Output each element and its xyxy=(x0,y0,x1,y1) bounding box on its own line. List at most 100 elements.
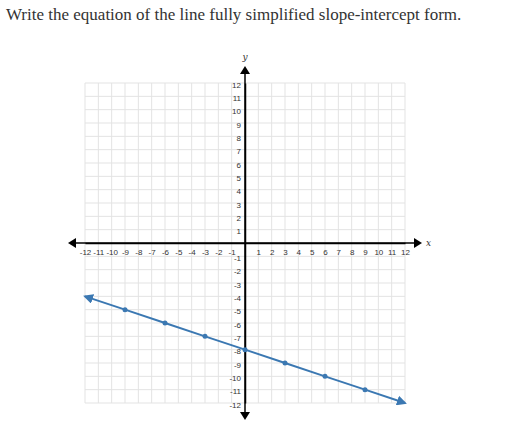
y-tick: 8 xyxy=(237,134,245,143)
y-tick-label: -7 xyxy=(234,334,242,343)
y-tick: 3 xyxy=(237,201,245,210)
x-tick-label: 9 xyxy=(363,248,368,257)
y-tick-label: -1 xyxy=(234,254,242,263)
y-tick: 11 xyxy=(233,94,245,103)
x-tick-label: -12 xyxy=(80,248,92,257)
data-line xyxy=(85,296,405,403)
x-tick-label: -9 xyxy=(122,248,130,257)
x-tick-label: -6 xyxy=(162,248,170,257)
x-tick-label: -5 xyxy=(175,248,183,257)
x-tick-label: 4 xyxy=(297,248,302,257)
x-tick: -7 xyxy=(149,243,157,257)
x-tick-label: 5 xyxy=(310,248,315,257)
y-tick-label: 9 xyxy=(237,121,242,130)
y-tick: -3 xyxy=(234,281,245,290)
x-tick: -9 xyxy=(122,243,130,257)
y-tick-label: -11 xyxy=(230,387,242,396)
x-tick: 3 xyxy=(283,243,288,257)
x-tick: 10 xyxy=(374,243,383,257)
y-tick-label: 7 xyxy=(237,147,242,156)
y-axis-title: y xyxy=(241,52,248,62)
x-tick: -2 xyxy=(215,243,223,257)
y-tick: 7 xyxy=(237,147,245,156)
y-tick: -11 xyxy=(230,387,245,396)
x-tick-label: 7 xyxy=(337,248,342,257)
data-point xyxy=(283,361,288,366)
x-tick: -3 xyxy=(202,243,210,257)
x-tick-label: 3 xyxy=(283,248,288,257)
axis-arrowhead xyxy=(68,238,76,248)
y-tick: -7 xyxy=(234,334,245,343)
x-tick: 5 xyxy=(310,243,315,257)
x-tick: 4 xyxy=(297,243,302,257)
x-tick: -10 xyxy=(106,243,118,257)
y-tick-label: 12 xyxy=(232,81,241,90)
x-tick-label: -8 xyxy=(135,248,143,257)
x-tick-label: 11 xyxy=(388,248,397,257)
y-tick: -4 xyxy=(234,294,245,303)
axis-extension xyxy=(244,68,246,418)
y-tick: 6 xyxy=(237,161,245,170)
y-tick-label: 2 xyxy=(237,214,242,223)
axis-arrowhead xyxy=(240,412,250,420)
x-tick: 7 xyxy=(337,243,342,257)
x-tick-label: -7 xyxy=(149,248,157,257)
y-axis: -12-11-10-9-8-7-6-5-4-3-2-11234567891011… xyxy=(229,81,245,410)
x-tick: 12 xyxy=(401,243,410,257)
x-tick: 9 xyxy=(363,243,368,257)
data-point xyxy=(203,334,208,339)
x-tick-label: -4 xyxy=(189,248,197,257)
y-tick-label: 1 xyxy=(237,227,242,236)
y-tick: -10 xyxy=(229,374,245,383)
y-tick: -5 xyxy=(234,307,245,316)
x-tick-label: 1 xyxy=(257,248,262,257)
x-axis-title: x xyxy=(426,238,431,248)
y-tick: -9 xyxy=(234,361,245,370)
x-tick: -12 xyxy=(80,243,92,257)
x-tick-label: 10 xyxy=(374,248,383,257)
y-tick-label: 8 xyxy=(237,134,242,143)
y-tick: 2 xyxy=(237,214,245,223)
x-tick-label: 12 xyxy=(401,248,410,257)
y-tick-label: 11 xyxy=(233,94,242,103)
data-point xyxy=(323,374,328,379)
y-tick: -12 xyxy=(229,401,245,410)
x-tick: -8 xyxy=(135,243,143,257)
y-tick: -1 xyxy=(234,254,245,263)
y-tick-label: 6 xyxy=(237,161,242,170)
y-tick-label: 4 xyxy=(237,187,242,196)
y-tick: 4 xyxy=(237,187,245,196)
y-tick-label: 5 xyxy=(237,174,242,183)
x-tick-label: -3 xyxy=(202,248,210,257)
x-tick-label: 2 xyxy=(270,248,275,257)
axis-arrowhead xyxy=(414,238,422,248)
x-tick: 11 xyxy=(388,243,397,257)
y-tick-label: -3 xyxy=(234,281,242,290)
x-tick: 1 xyxy=(257,243,262,257)
x-tick: -5 xyxy=(175,243,183,257)
y-tick-label: -5 xyxy=(234,307,242,316)
x-tick-label: -2 xyxy=(215,248,223,257)
x-tick: 8 xyxy=(350,243,355,257)
y-tick-label: -4 xyxy=(234,294,242,303)
y-tick-label: 10 xyxy=(232,107,241,116)
x-tick: -11 xyxy=(93,243,105,257)
chart: Write the equation of the line fully sim… xyxy=(0,0,505,431)
x-tick: 6 xyxy=(323,243,328,257)
y-tick: 9 xyxy=(237,121,245,130)
y-tick: -6 xyxy=(234,321,245,330)
data-point xyxy=(363,387,368,392)
y-tick-label: -10 xyxy=(229,374,241,383)
x-tick-label: 8 xyxy=(350,248,355,257)
x-tick: -4 xyxy=(189,243,197,257)
y-tick: 12 xyxy=(232,81,245,90)
x-tick-label: 6 xyxy=(323,248,328,257)
y-tick-label: -12 xyxy=(229,401,241,410)
data-point xyxy=(243,347,248,352)
y-tick-label: -9 xyxy=(234,361,242,370)
plot-area xyxy=(85,296,405,403)
axis-arrows xyxy=(68,66,422,420)
y-tick: 5 xyxy=(237,174,245,183)
y-tick: 1 xyxy=(237,227,245,236)
y-tick-label: 3 xyxy=(237,201,242,210)
